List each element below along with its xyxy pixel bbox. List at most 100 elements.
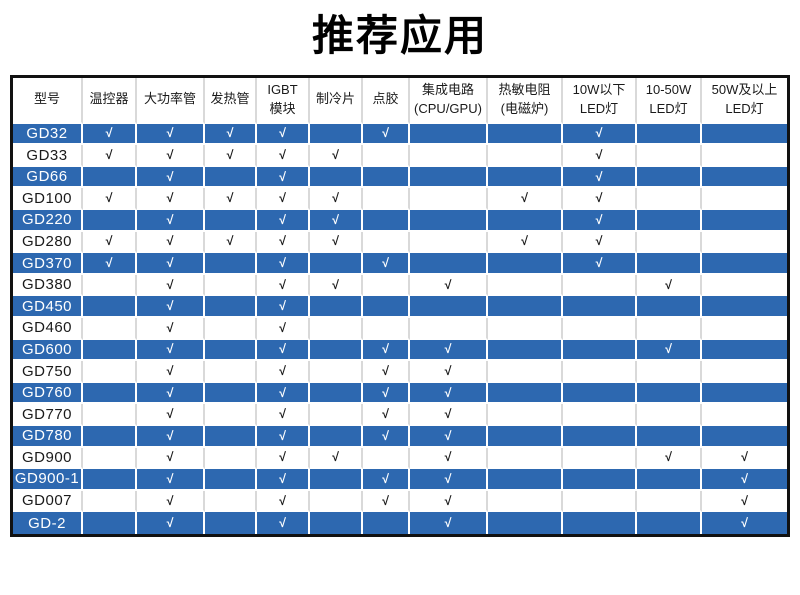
check-cell: √ — [137, 361, 205, 383]
empty-cell — [205, 361, 257, 383]
empty-cell — [637, 469, 702, 491]
column-header-line: 模块 — [269, 100, 296, 116]
table-row-GD450: GD450 √ √ — [13, 296, 787, 319]
check-cell: √ — [257, 447, 310, 470]
check-cell: √ — [205, 188, 257, 211]
table-row-GD66: GD66 √ √ √ — [13, 166, 787, 189]
empty-cell — [310, 512, 363, 534]
check-cell: √ — [257, 426, 310, 448]
check-cell: √ — [310, 231, 363, 254]
table-row-GD220: GD220 √ √ √ √ — [13, 210, 787, 232]
column-header-line: 点胶 — [372, 91, 399, 107]
table-row-GD100: GD100 √ √ √ √ √ √ √ — [13, 188, 787, 211]
check-cell: √ — [410, 339, 488, 362]
empty-cell — [363, 296, 410, 319]
check-cell: √ — [310, 447, 363, 470]
check-cell: √ — [257, 166, 310, 189]
empty-cell — [637, 123, 702, 146]
empty-cell — [83, 512, 137, 534]
column-header-line: IGBT — [267, 81, 298, 97]
empty-cell — [363, 512, 410, 534]
empty-cell — [488, 382, 563, 405]
empty-cell — [563, 318, 637, 340]
column-header-line: LED灯 — [649, 100, 688, 116]
check-cell: √ — [83, 253, 137, 275]
column-header-line: 制冷片 — [315, 91, 355, 107]
empty-cell — [310, 361, 363, 383]
empty-cell — [410, 188, 488, 211]
check-cell: √ — [488, 231, 563, 254]
table-row-GD900-1: GD900-1 √ √ √ √ √ — [13, 469, 787, 491]
column-header-heating-tube: 发热管 — [205, 77, 257, 124]
check-cell: √ — [410, 426, 488, 448]
check-cell: √ — [83, 188, 137, 211]
empty-cell — [83, 404, 137, 426]
check-cell: √ — [137, 231, 205, 254]
check-cell: √ — [137, 339, 205, 362]
empty-cell — [563, 339, 637, 362]
check-cell: √ — [83, 123, 137, 146]
check-cell: √ — [137, 382, 205, 405]
empty-cell — [637, 210, 702, 232]
empty-cell — [637, 361, 702, 383]
check-cell: √ — [363, 253, 410, 275]
empty-cell — [205, 253, 257, 275]
empty-cell — [488, 512, 563, 534]
empty-cell — [702, 361, 787, 383]
empty-cell — [410, 231, 488, 254]
empty-cell — [363, 210, 410, 232]
check-cell: √ — [363, 469, 410, 491]
check-cell: √ — [410, 447, 488, 470]
check-cell: √ — [310, 188, 363, 211]
model-cell: GD66 — [13, 166, 83, 189]
column-header-thermistor: 热敏电阻 (电磁炉) — [488, 77, 563, 124]
check-cell: √ — [563, 166, 637, 189]
empty-cell — [702, 318, 787, 340]
check-cell: √ — [410, 274, 488, 297]
check-cell: √ — [363, 490, 410, 513]
empty-cell — [637, 512, 702, 534]
empty-cell — [310, 339, 363, 362]
empty-cell — [310, 296, 363, 319]
check-cell: √ — [137, 253, 205, 275]
check-cell: √ — [83, 145, 137, 167]
empty-cell — [637, 166, 702, 189]
table-row-GD760: GD760 √ √ √ √ — [13, 382, 787, 405]
empty-cell — [702, 296, 787, 319]
empty-cell — [83, 382, 137, 405]
empty-cell — [488, 274, 563, 297]
empty-cell — [637, 318, 702, 340]
recommended-applications-table: 型号 温控器 大功率管 发热管 IGBT 模块 制冷片 点胶 集成电路 (CPU/GPU) 热敏电阻… — [10, 74, 790, 537]
check-cell: √ — [257, 188, 310, 211]
empty-cell — [205, 166, 257, 189]
check-cell: √ — [205, 145, 257, 167]
check-cell: √ — [637, 339, 702, 362]
empty-cell — [637, 404, 702, 426]
table-row-GD460: GD460 √ √ — [13, 318, 787, 340]
empty-cell — [563, 361, 637, 383]
empty-cell — [563, 512, 637, 534]
empty-cell — [702, 253, 787, 275]
model-cell: GD220 — [13, 210, 83, 232]
empty-cell — [488, 447, 563, 470]
column-header-line: 热敏电阻 — [498, 81, 551, 97]
empty-cell — [83, 490, 137, 513]
table-row-GD750: GD750 √ √ √ √ — [13, 361, 787, 383]
empty-cell — [310, 253, 363, 275]
empty-cell — [410, 318, 488, 340]
empty-cell — [702, 210, 787, 232]
check-cell: √ — [563, 123, 637, 146]
empty-cell — [363, 318, 410, 340]
check-cell: √ — [563, 253, 637, 275]
column-header-led-under-10w: 10W以下 LED灯 — [563, 77, 637, 124]
empty-cell — [205, 447, 257, 470]
check-cell: √ — [137, 123, 205, 146]
check-cell: √ — [257, 404, 310, 426]
empty-cell — [702, 274, 787, 297]
table-row-GD900: GD900 √ √ √ √ √ √ — [13, 447, 787, 470]
check-cell: √ — [257, 123, 310, 146]
empty-cell — [83, 469, 137, 491]
table-row-GD370: GD370 √ √ √ √ √ — [13, 253, 787, 275]
check-cell: √ — [410, 512, 488, 534]
empty-cell — [363, 188, 410, 211]
